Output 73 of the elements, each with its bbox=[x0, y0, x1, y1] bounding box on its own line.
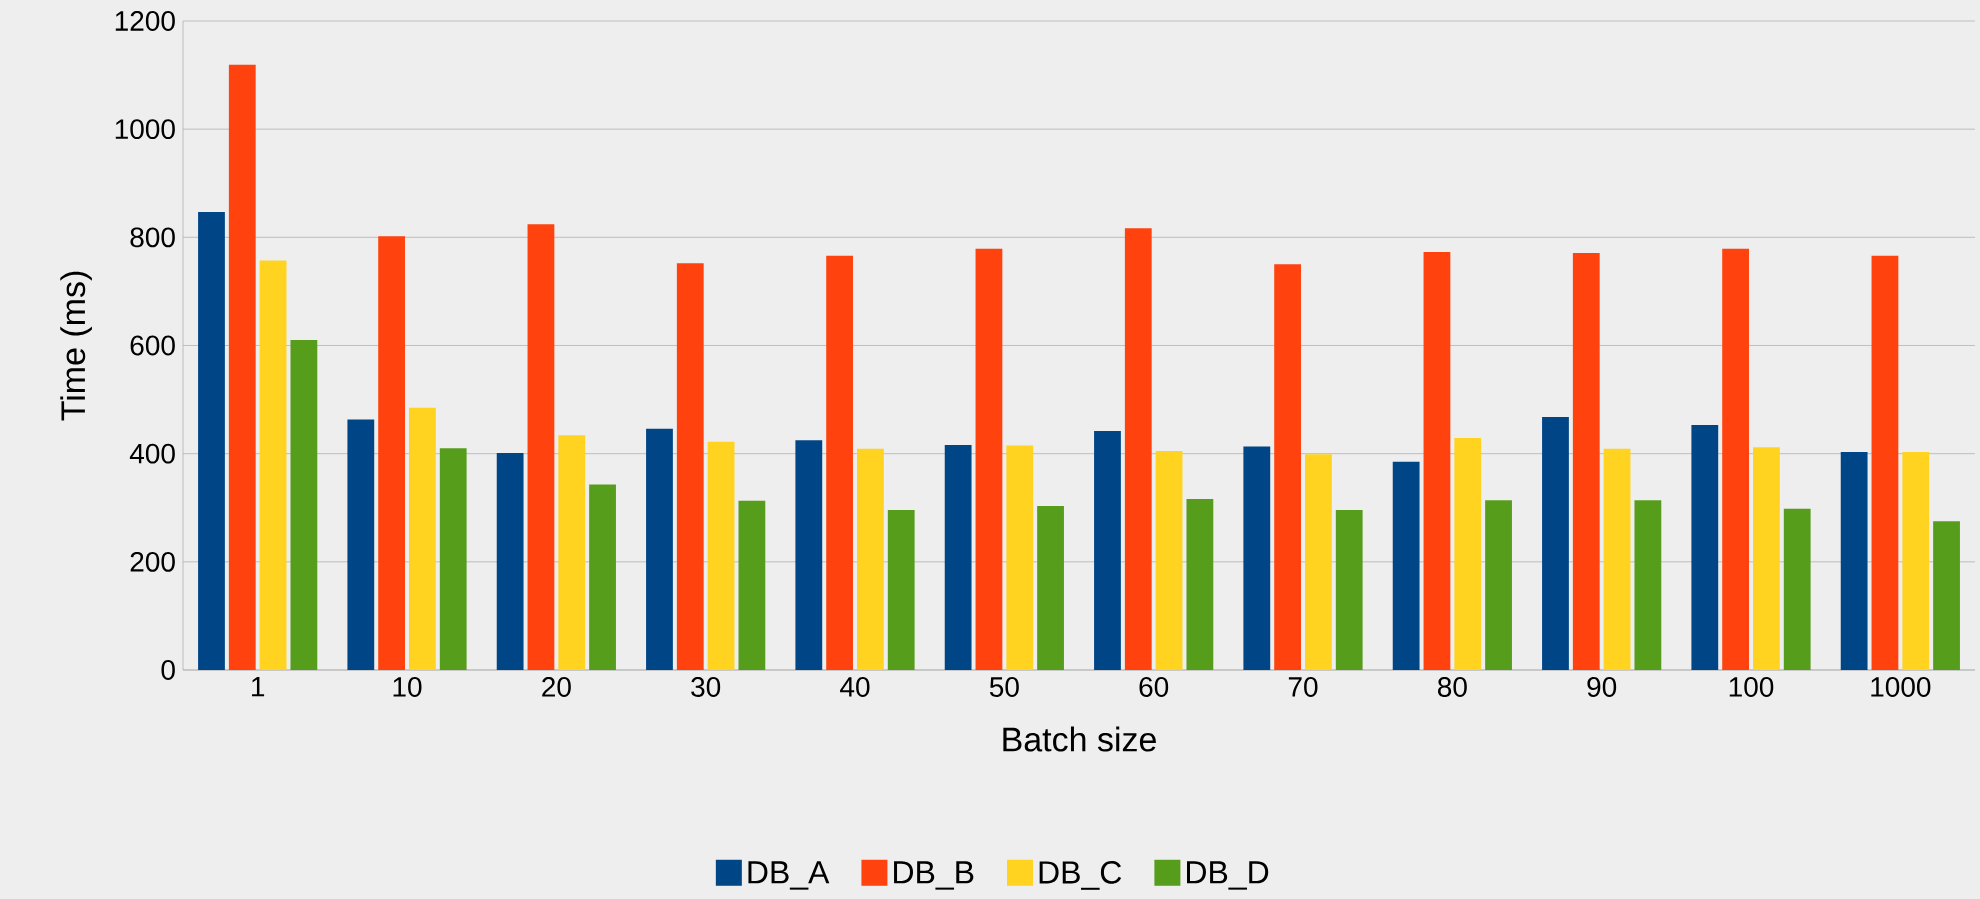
bar bbox=[1094, 430, 1121, 670]
x-tick-label: 60 bbox=[1139, 677, 1169, 697]
bar bbox=[1305, 454, 1332, 670]
legend-label: DB_C bbox=[1039, 861, 1122, 890]
bar bbox=[646, 428, 673, 670]
x-tick-label: 1000 bbox=[1871, 677, 1931, 697]
y-tick-label: 800 bbox=[130, 227, 175, 248]
bar bbox=[707, 441, 735, 670]
x-tick-label: 1 bbox=[252, 677, 265, 697]
bar bbox=[1691, 425, 1719, 670]
bar bbox=[1542, 416, 1569, 670]
x-tick-label: 10 bbox=[393, 677, 422, 697]
x-tick-label: 20 bbox=[542, 677, 571, 697]
bar bbox=[1603, 448, 1631, 670]
bar bbox=[378, 236, 406, 670]
y-tick-label: 600 bbox=[130, 335, 175, 356]
bar bbox=[589, 484, 616, 670]
y-tick-label: 200 bbox=[130, 551, 175, 572]
bar bbox=[259, 260, 287, 670]
bar bbox=[975, 248, 1003, 670]
bar bbox=[1722, 248, 1750, 670]
bar bbox=[1186, 499, 1214, 670]
bar bbox=[347, 419, 375, 670]
x-tick-label: 90 bbox=[1587, 677, 1617, 697]
bar bbox=[1933, 521, 1960, 670]
x-tick-label: 100 bbox=[1729, 677, 1774, 697]
bar bbox=[1753, 447, 1780, 670]
x-tick-label: 70 bbox=[1288, 677, 1318, 697]
bar bbox=[1155, 450, 1183, 670]
y-tick-label: 1200 bbox=[115, 11, 175, 31]
bar bbox=[1840, 452, 1868, 670]
bar bbox=[944, 445, 972, 670]
legend-label: DB_B bbox=[894, 861, 974, 890]
x-tick-label: 30 bbox=[691, 677, 721, 697]
bar bbox=[1037, 506, 1064, 670]
legend-label: DB_A bbox=[748, 861, 830, 890]
bar bbox=[558, 435, 586, 670]
bar bbox=[826, 255, 854, 670]
bar bbox=[738, 500, 766, 670]
bar bbox=[1871, 255, 1899, 670]
bar bbox=[1335, 509, 1363, 670]
x-tick-label: 40 bbox=[840, 677, 870, 697]
bar bbox=[527, 224, 555, 670]
x-tick-label: 50 bbox=[989, 677, 1019, 697]
bar bbox=[1243, 446, 1271, 670]
bar bbox=[1902, 452, 1930, 670]
bar bbox=[676, 263, 704, 670]
legend-label: DB_D bbox=[1187, 861, 1269, 890]
bar bbox=[1423, 251, 1451, 670]
bar bbox=[290, 340, 318, 670]
y-tick-label: 1000 bbox=[115, 119, 175, 140]
y-tick-label: 0 bbox=[161, 660, 175, 680]
bar bbox=[1454, 437, 1482, 670]
bar bbox=[857, 448, 884, 670]
bar bbox=[1124, 228, 1152, 670]
y-tick-label: 400 bbox=[129, 443, 175, 464]
bar bbox=[1485, 500, 1512, 670]
bar bbox=[1274, 264, 1302, 670]
bar bbox=[795, 440, 823, 670]
bar bbox=[228, 64, 256, 670]
bar bbox=[1392, 461, 1420, 670]
bar bbox=[887, 509, 915, 670]
bar bbox=[1634, 500, 1662, 670]
x-tick-label: 80 bbox=[1438, 677, 1467, 697]
y-axis-title: Time (ms) bbox=[60, 271, 92, 421]
bar bbox=[1572, 253, 1600, 670]
x-axis-title: Batch size bbox=[1003, 726, 1156, 752]
bar bbox=[409, 407, 436, 670]
bar bbox=[496, 453, 524, 670]
bar bbox=[1006, 445, 1034, 670]
bar bbox=[439, 448, 467, 670]
bar bbox=[1783, 508, 1811, 670]
bar bbox=[198, 211, 225, 670]
